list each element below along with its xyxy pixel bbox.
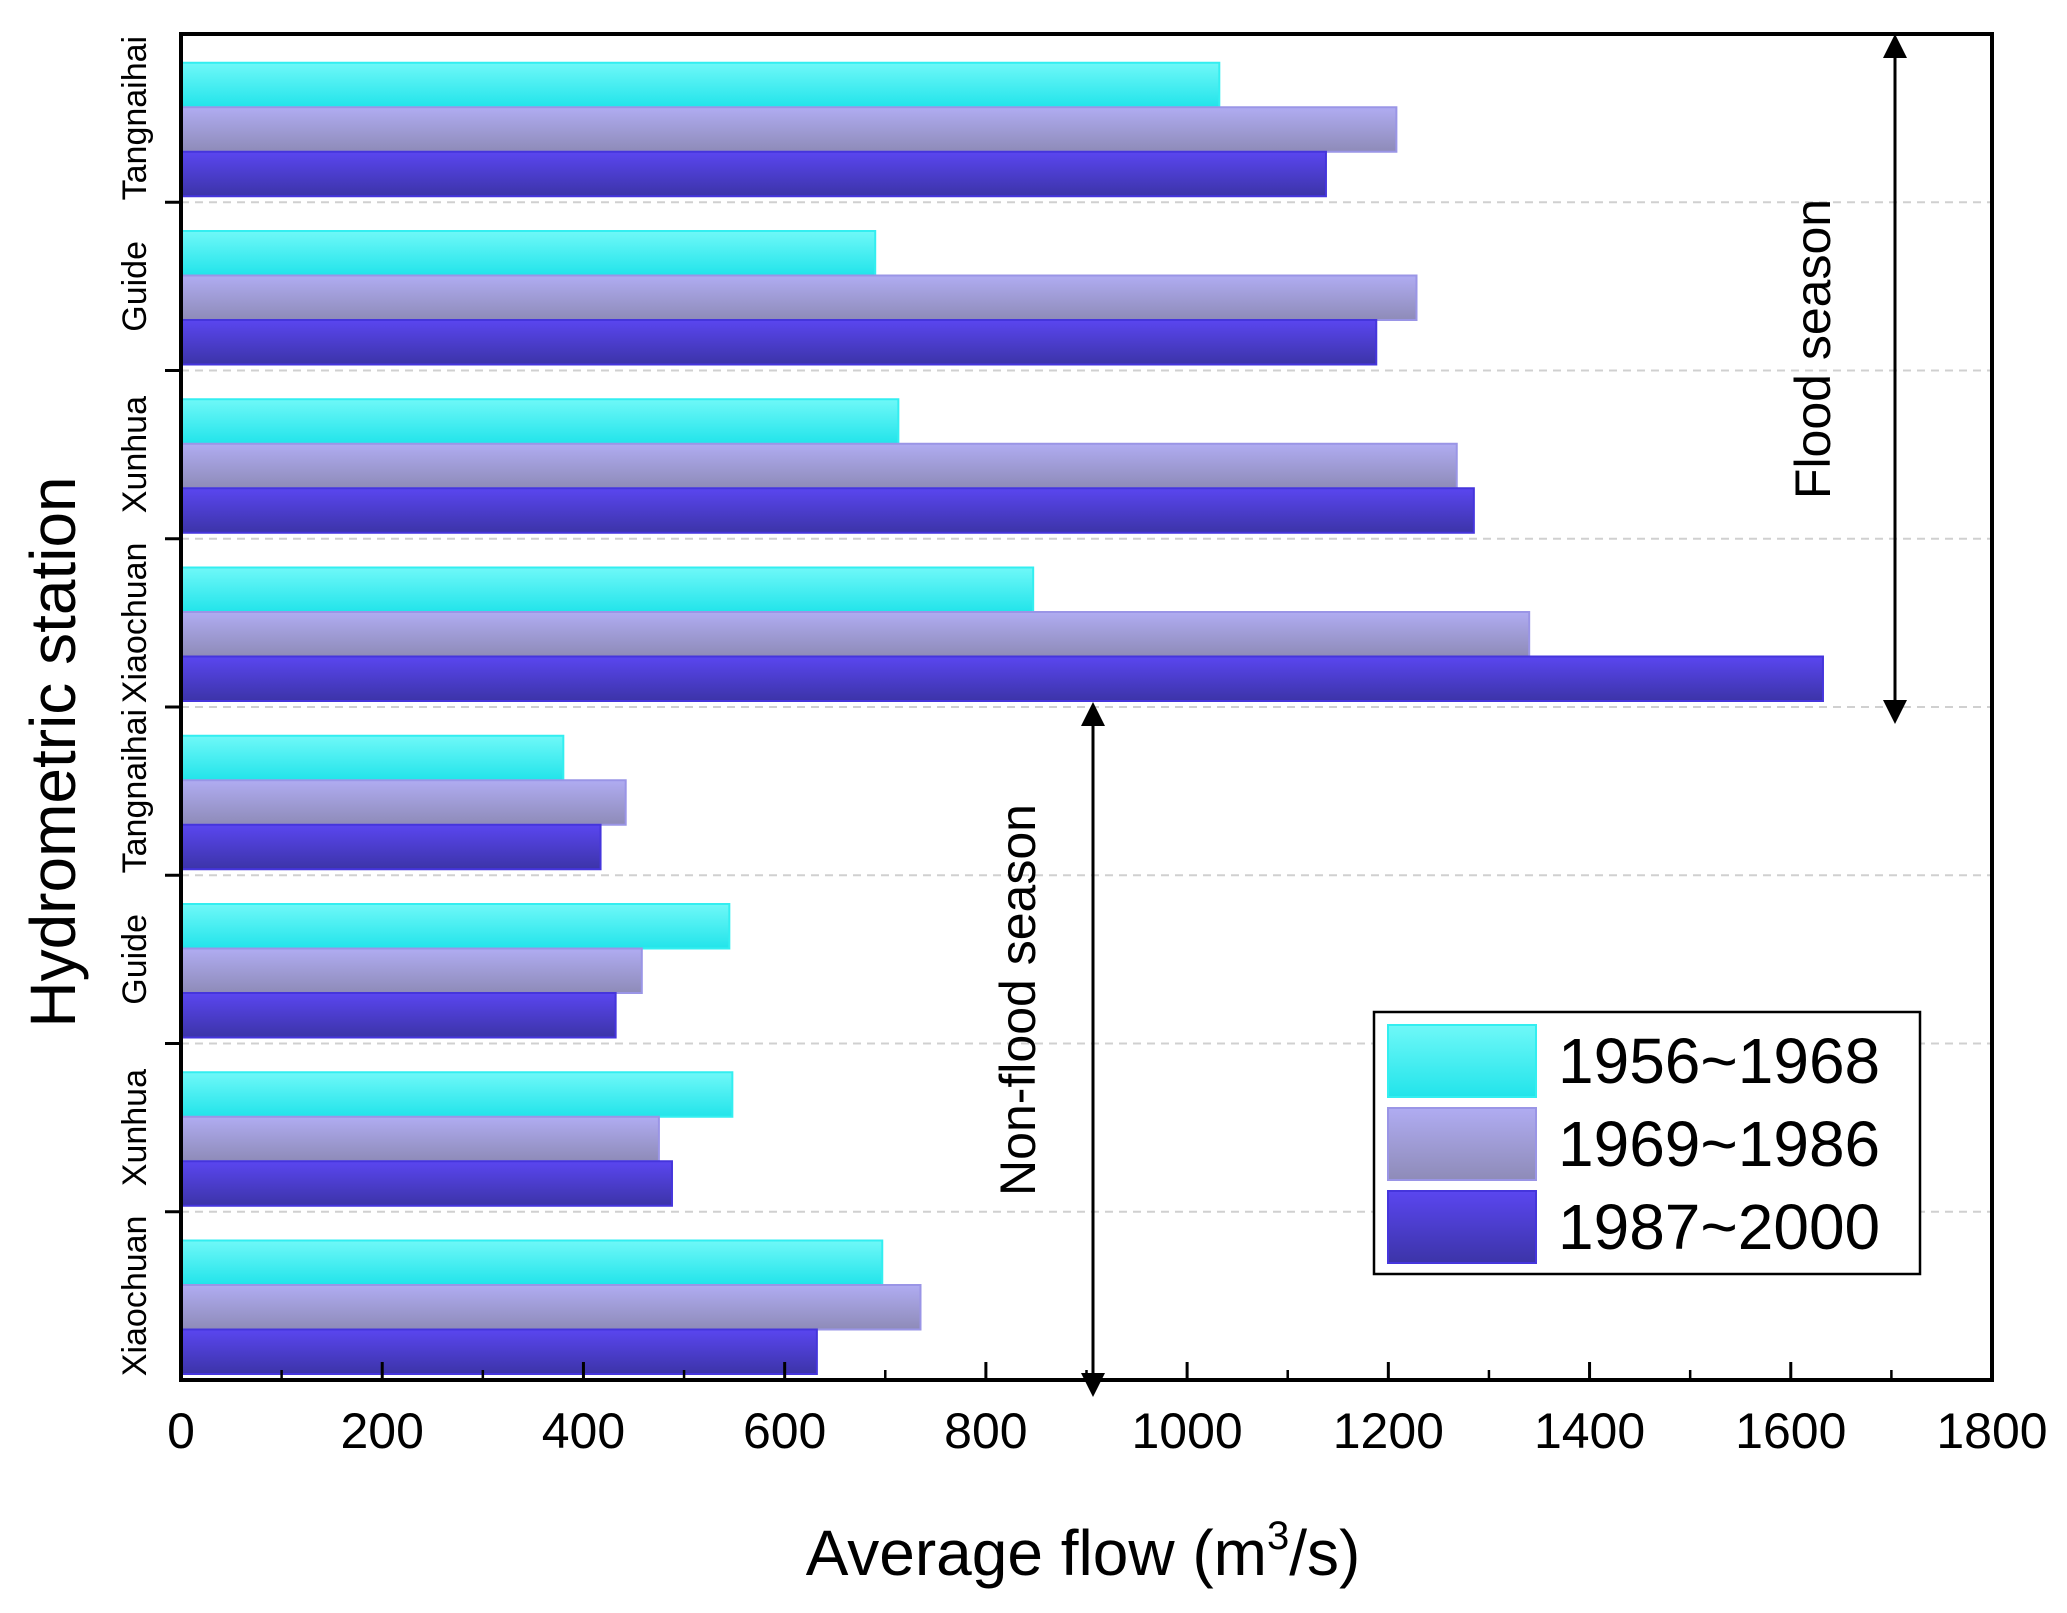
x-axis-ticks: 0 200 400 600 800 1000 1200 1400 1600 1800 xyxy=(167,1362,2048,1459)
y-axis-ticks: Xiaochuan Xunhua Guide Tangnaihai Xiaochuan X… xyxy=(116,36,181,1376)
non-flood-season-label: Non-flood season xyxy=(990,804,1046,1196)
bar-1956-1968-xiaochuan xyxy=(180,566,1035,613)
bar-1969-1986-guide xyxy=(180,274,1418,321)
bar-1956-1968-xiaochuan xyxy=(180,1239,884,1286)
x-tick-label: 800 xyxy=(944,1403,1027,1459)
bar-1956-1968-guide xyxy=(180,903,731,950)
y-tick-label: Guide xyxy=(116,914,154,1005)
x-tick-label: 400 xyxy=(542,1403,625,1459)
bar-1969-1986-xiaochuan xyxy=(180,611,1531,658)
bar-1969-1986-xunhua xyxy=(180,1115,660,1163)
y-tick-label: Tangnaihai xyxy=(116,36,154,200)
bar-1969-1986-tangnaihai xyxy=(180,779,627,826)
x-tick-label: 1400 xyxy=(1534,1403,1645,1459)
x-tick-label: 1600 xyxy=(1735,1403,1846,1459)
x-tick-label: 600 xyxy=(743,1403,826,1459)
x-tick-label: 1000 xyxy=(1131,1403,1242,1459)
bar-1987-2000-guide xyxy=(180,319,1378,366)
gridlines xyxy=(181,201,1992,1213)
x-tick-label: 0 xyxy=(167,1403,195,1459)
y-tick-label: Xiaochuan xyxy=(116,1216,154,1377)
bar-1969-1986-xunhua xyxy=(180,442,1458,490)
bar-1969-1986-tangnaihai xyxy=(180,106,1398,153)
flood-season-annotation: Flood season xyxy=(1785,33,1907,724)
bar-1987-2000-tangnaihai xyxy=(180,150,1327,198)
x-axis-title: Average flow (m3/s) xyxy=(806,1514,1361,1589)
bar-1987-2000-guide xyxy=(180,992,617,1039)
bar-1987-2000-xunhua xyxy=(180,487,1475,534)
x-tick-label: 1800 xyxy=(1936,1403,2047,1459)
x-tick-label: 1200 xyxy=(1333,1403,1444,1459)
legend-label: 1956~1968 xyxy=(1558,1025,1880,1097)
legend-swatch xyxy=(1387,1190,1537,1264)
legend-swatch xyxy=(1387,1107,1537,1181)
bar-1956-1968-tangnaihai xyxy=(180,61,1221,109)
bar-1987-2000-xunhua xyxy=(180,1160,673,1207)
y-tick-label: Xunhua xyxy=(116,396,154,513)
bar-1987-2000-xiaochuan xyxy=(180,1328,818,1375)
bars xyxy=(180,61,1824,1375)
bar-1956-1968-guide xyxy=(180,230,877,277)
y-tick-label: Xunhua xyxy=(116,1069,154,1186)
y-tick-label: Tangnaihai xyxy=(116,709,154,873)
y-tick-label: Xiaochuan xyxy=(116,543,154,704)
bar-1987-2000-xiaochuan xyxy=(180,655,1824,702)
bar-1969-1986-xiaochuan xyxy=(180,1284,922,1331)
x-tick-label: 200 xyxy=(341,1403,424,1459)
bar-1956-1968-xunhua xyxy=(180,398,900,445)
y-tick-label: Guide xyxy=(116,241,154,332)
flood-season-label: Flood season xyxy=(1785,199,1841,499)
legend-label: 1987~2000 xyxy=(1558,1191,1880,1263)
legend: 1956~1968 1969~1986 1987~2000 xyxy=(1372,1010,1922,1276)
bar-1956-1968-tangnaihai xyxy=(180,734,565,782)
bar-1956-1968-xunhua xyxy=(180,1071,734,1118)
legend-label: 1969~1986 xyxy=(1558,1108,1880,1180)
bar-1969-1986-guide xyxy=(180,947,643,994)
legend-swatch xyxy=(1387,1024,1537,1098)
y-axis-title: Hydrometric station xyxy=(17,476,89,1027)
bar-1987-2000-tangnaihai xyxy=(180,823,602,871)
non-flood-season-annotation: Non-flood season xyxy=(990,702,1105,1397)
